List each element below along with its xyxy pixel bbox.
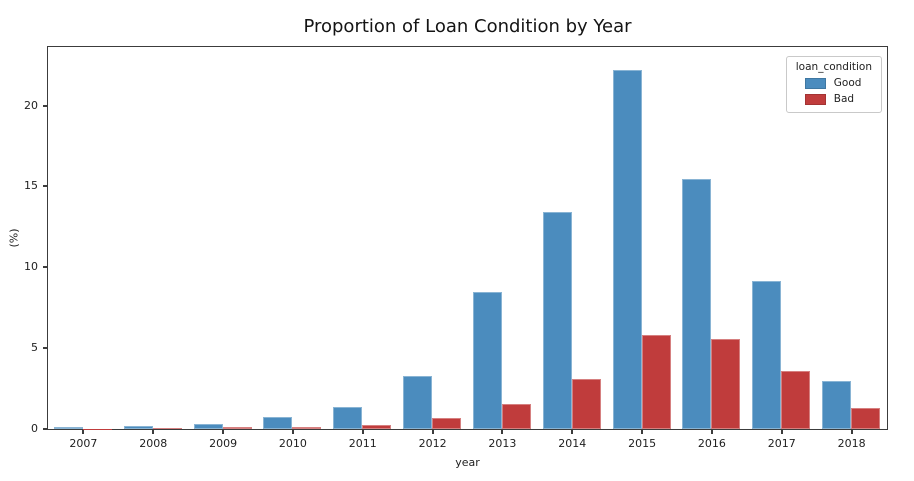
bars-layer xyxy=(48,47,887,429)
legend-swatch-bad xyxy=(804,93,826,105)
x-tick-label-2011: 2011 xyxy=(348,437,377,450)
x-tick-label-2014: 2014 xyxy=(558,437,587,450)
legend: loan_condition Good Bad xyxy=(785,56,882,113)
x-tick-mark xyxy=(222,430,225,434)
x-tick-mark xyxy=(501,430,504,434)
bar-bad-2012 xyxy=(432,417,462,429)
y-tick-mark xyxy=(43,266,47,269)
legend-label-good: Good xyxy=(833,77,862,89)
legend-title: loan_condition xyxy=(795,61,872,73)
x-tick-mark xyxy=(850,430,853,434)
x-tick-label-2013: 2013 xyxy=(488,437,517,450)
bar-good-2012 xyxy=(403,375,433,429)
x-tick-label-2016: 2016 xyxy=(697,437,726,450)
bar-bad-2014 xyxy=(571,378,601,429)
bar-good-2008 xyxy=(123,426,153,429)
x-tick-mark xyxy=(431,430,434,434)
bar-bad-2017 xyxy=(781,370,811,429)
bar-good-2017 xyxy=(752,281,782,429)
bar-bad-2013 xyxy=(501,403,531,429)
bar-bad-2016 xyxy=(711,339,741,429)
y-tick-label-0: 0 xyxy=(31,421,38,435)
y-tick-mark xyxy=(43,427,47,430)
y-tick-label-5: 5 xyxy=(31,340,38,354)
x-tick-label-2018: 2018 xyxy=(837,437,866,450)
bar-good-2013 xyxy=(472,291,502,429)
bar-good-2011 xyxy=(333,407,363,429)
y-tick-mark xyxy=(43,346,47,349)
x-tick-mark xyxy=(710,430,713,434)
x-tick-mark xyxy=(361,430,364,434)
bar-good-2010 xyxy=(263,416,293,429)
x-tick-label-2012: 2012 xyxy=(418,437,447,450)
bar-good-2018 xyxy=(822,381,852,429)
bar-bad-2015 xyxy=(641,335,671,429)
bar-good-2007 xyxy=(53,427,83,429)
x-tick-label-2008: 2008 xyxy=(139,437,168,450)
bar-good-2014 xyxy=(542,211,572,429)
bar-bad-2008 xyxy=(152,427,182,429)
x-tick-mark xyxy=(82,430,85,434)
bar-good-2016 xyxy=(682,178,712,429)
legend-label-bad: Bad xyxy=(833,93,855,105)
x-tick-mark xyxy=(571,430,574,434)
x-tick-label-2017: 2017 xyxy=(767,437,796,450)
x-tick-label-2015: 2015 xyxy=(628,437,657,450)
legend-entry-good: Good xyxy=(796,75,872,91)
y-tick-mark xyxy=(43,185,47,188)
x-tick-label-2009: 2009 xyxy=(209,437,238,450)
bar-bad-2010 xyxy=(292,427,322,429)
chart-title: Proportion of Loan Condition by Year xyxy=(303,16,632,37)
y-tick-label-15: 15 xyxy=(24,179,38,193)
legend-swatch-good xyxy=(804,77,826,89)
plot-area: loan_condition Good Bad xyxy=(47,46,888,430)
y-tick-label-20: 20 xyxy=(24,98,38,112)
x-tick-mark xyxy=(641,430,644,434)
x-tick-mark xyxy=(780,430,783,434)
bar-good-2015 xyxy=(612,69,642,429)
bar-bad-2009 xyxy=(222,427,252,429)
x-tick-label-2010: 2010 xyxy=(278,437,307,450)
x-tick-mark xyxy=(152,430,155,434)
y-tick-label-10: 10 xyxy=(24,260,38,274)
legend-entries: Good Bad xyxy=(796,75,872,107)
x-axis-label: year xyxy=(455,456,480,469)
y-axis-label: (%) xyxy=(7,228,21,248)
y-tick-mark xyxy=(43,104,47,107)
x-tick-label-2007: 2007 xyxy=(69,437,98,450)
bar-good-2009 xyxy=(193,423,223,429)
bar-bad-2018 xyxy=(851,408,881,429)
legend-entry-bad: Bad xyxy=(796,91,872,107)
x-tick-mark xyxy=(291,430,294,434)
bar-bad-2011 xyxy=(362,424,392,429)
